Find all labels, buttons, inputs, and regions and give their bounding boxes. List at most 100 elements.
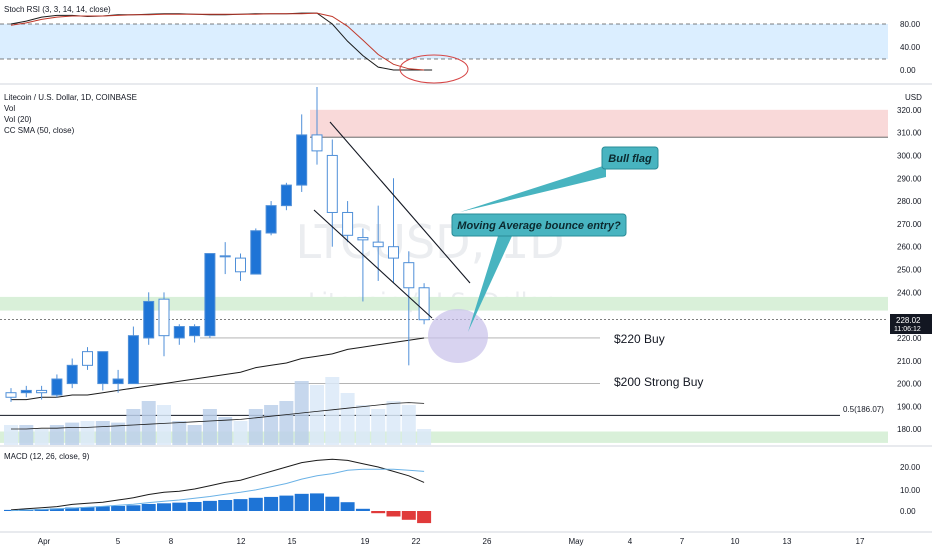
macd-panel: MACD (12, 26, close, 9) 20.00 10.00 0.00 bbox=[4, 452, 921, 524]
ma-callout-text: Moving Average bounce entry? bbox=[457, 220, 621, 232]
price-axis-tick: 220.00 bbox=[897, 334, 922, 343]
price-panel: LTCUSD, 1D Litecoin / U.S. Dollar Bull f… bbox=[0, 87, 932, 445]
volume-bar bbox=[248, 409, 263, 445]
price-axis-tick: 190.00 bbox=[897, 402, 922, 411]
rsi-band bbox=[0, 24, 888, 59]
macd-hist-bar bbox=[294, 493, 309, 511]
volume-bar bbox=[126, 409, 141, 445]
time-axis-tick: May bbox=[568, 537, 583, 546]
candle-body bbox=[326, 154, 338, 213]
price-axis-tick: 290.00 bbox=[897, 174, 922, 183]
volume-bar bbox=[187, 425, 202, 445]
candle-body bbox=[5, 392, 17, 398]
volume-bar bbox=[65, 422, 80, 445]
macd-hist-bar bbox=[202, 500, 217, 511]
rsi-d-line bbox=[10, 12, 425, 71]
macd-tick-20: 20.00 bbox=[900, 463, 921, 472]
macd-hist-bar bbox=[49, 508, 64, 511]
candle-body bbox=[112, 378, 124, 385]
price-axis[interactable]: 180.00 190.00 200.00 210.00 220.00 240.00 250.… bbox=[897, 106, 922, 434]
macd-hist-bar bbox=[264, 496, 279, 511]
time-axis-tick: 4 bbox=[628, 537, 633, 546]
candle-body bbox=[127, 335, 139, 385]
price-axis-tick: 250.00 bbox=[897, 266, 922, 275]
strong-buy-label: $200 Strong Buy bbox=[614, 375, 703, 389]
macd-histogram bbox=[4, 493, 432, 524]
macd-hist-bar bbox=[187, 501, 202, 511]
rsi-tick-0: 0.00 bbox=[900, 66, 916, 75]
sma50-line bbox=[11, 337, 425, 401]
price-axis-tick: 180.00 bbox=[897, 425, 922, 434]
volume-bars bbox=[4, 377, 432, 445]
macd-hist-bar bbox=[401, 511, 416, 520]
candle-body bbox=[296, 134, 308, 186]
candle-body bbox=[403, 262, 415, 289]
candle-body bbox=[418, 287, 430, 321]
ma-callout[interactable] bbox=[451, 213, 627, 237]
flag-upper-trendline bbox=[329, 121, 471, 284]
volume-bar bbox=[34, 429, 49, 445]
macd-hist-bar bbox=[218, 500, 233, 511]
candle-body bbox=[342, 211, 354, 236]
macd-hist-bar bbox=[279, 495, 294, 511]
volume-bar bbox=[218, 417, 233, 445]
candle-body bbox=[189, 326, 201, 337]
price-axis-tick: 270.00 bbox=[897, 220, 922, 229]
candle-body bbox=[66, 364, 78, 385]
signal-line bbox=[10, 468, 425, 512]
candle-body bbox=[97, 351, 109, 385]
macd-hist-bar bbox=[95, 506, 110, 511]
volume-bar bbox=[202, 409, 217, 445]
volume-bar bbox=[325, 377, 340, 445]
volume-bar bbox=[95, 421, 110, 445]
volume-bar bbox=[233, 421, 248, 445]
candle-body bbox=[173, 326, 185, 339]
macd-hist-bar bbox=[248, 497, 263, 511]
macd-hist-bar bbox=[111, 505, 126, 511]
candle-body bbox=[280, 184, 292, 207]
macd-hist-bar bbox=[417, 511, 432, 524]
volume-bar bbox=[264, 405, 279, 445]
time-axis-tick: 12 bbox=[237, 537, 246, 546]
volume-bar bbox=[19, 425, 34, 445]
macd-line bbox=[10, 458, 425, 511]
candle-body bbox=[311, 134, 323, 152]
volume-bar bbox=[141, 401, 156, 445]
volume-bar bbox=[371, 409, 386, 445]
rsi-legend: Stoch RSI (3, 3, 14, 14, close) bbox=[4, 5, 111, 14]
macd-hist-bar bbox=[80, 507, 95, 511]
volume-bar bbox=[157, 405, 171, 445]
volume-bar bbox=[279, 401, 294, 445]
macd-hist-bar bbox=[126, 505, 141, 511]
volume-bar bbox=[111, 422, 126, 445]
flag-lower-trendline bbox=[313, 209, 433, 319]
rsi-tick-40: 40.00 bbox=[900, 43, 921, 52]
macd-hist-bar bbox=[371, 511, 386, 514]
macd-hist-bar bbox=[34, 509, 49, 511]
time-axis-tick: Apr bbox=[38, 537, 51, 546]
candle-body bbox=[388, 246, 399, 259]
macd-hist-bar bbox=[310, 493, 324, 511]
candle-body bbox=[143, 300, 155, 339]
main-legend-title: Litecoin / U.S. Dollar, 1D, COINBASE bbox=[4, 93, 137, 102]
time-tag: 11:06:12 bbox=[894, 326, 921, 333]
time-axis[interactable]: Apr 5 8 12 15 19 22 26 May 4 7 10 13 17 bbox=[38, 537, 865, 546]
time-axis-tick: 19 bbox=[361, 537, 370, 546]
bull-flag-callout[interactable] bbox=[601, 146, 659, 170]
price-axis-tick: 200.00 bbox=[897, 380, 922, 389]
candle-body bbox=[372, 241, 384, 248]
volume-bar bbox=[355, 405, 370, 445]
macd-hist-bar bbox=[141, 503, 156, 511]
volume-ma-line bbox=[11, 402, 425, 430]
price-axis-tick: 320.00 bbox=[897, 106, 922, 115]
macd-hist-bar bbox=[172, 502, 187, 511]
price-tag-box bbox=[890, 314, 932, 334]
volume-bar bbox=[49, 425, 64, 445]
time-axis-tick: 22 bbox=[412, 537, 421, 546]
volume-bar bbox=[401, 405, 416, 445]
candle-body bbox=[204, 253, 216, 337]
buy-label: $220 Buy bbox=[614, 332, 665, 346]
volume-bar bbox=[386, 401, 401, 445]
support-zone bbox=[0, 296, 888, 311]
